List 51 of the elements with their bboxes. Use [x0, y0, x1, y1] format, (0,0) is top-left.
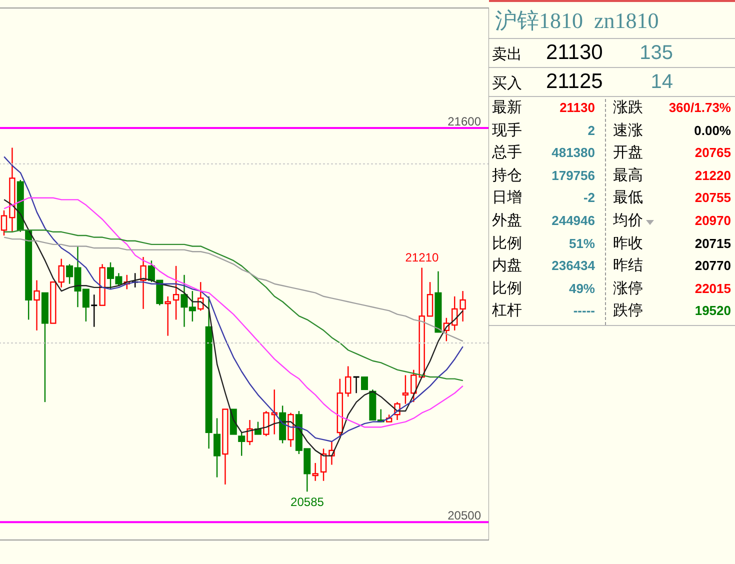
text: 244946	[552, 213, 595, 228]
category-label: 杠杆	[492, 301, 522, 320]
category-label: 开盘	[613, 143, 643, 162]
category-label: 买入	[492, 74, 522, 93]
text: 135	[638, 42, 673, 65]
text: -----	[573, 303, 595, 318]
category-label: 跌停	[613, 301, 643, 320]
category-label: 速涨	[613, 120, 643, 140]
category-label: 均价	[613, 211, 643, 230]
text: 20715	[694, 236, 731, 251]
category-label: 比例	[492, 234, 522, 253]
text: 21130	[560, 100, 595, 115]
text: 沪锌1810 zn1810	[495, 7, 659, 35]
text: 179756	[552, 168, 595, 183]
category-label: 外盘	[492, 211, 522, 230]
category-label: 总手	[492, 143, 522, 162]
annotation: 21210	[405, 250, 439, 265]
category-label: 昨结	[613, 256, 643, 276]
y-tick-label: 20500	[448, 508, 482, 522]
text: 49%	[568, 280, 595, 296]
text: 236434	[552, 258, 595, 274]
category-label: 比例	[492, 278, 522, 298]
category-label: 涨跌	[613, 98, 643, 117]
annotation: 20585	[290, 495, 324, 510]
text: 51%	[568, 236, 595, 251]
category-label: 最新	[492, 98, 522, 117]
text: 481380	[552, 145, 595, 160]
text: 2	[588, 122, 595, 138]
category-label: 卖出	[492, 45, 522, 64]
category-label: 涨停	[613, 278, 643, 298]
category-label: 昨收	[613, 234, 643, 253]
category-label: 内盘	[492, 256, 522, 276]
category-label: 最高	[613, 166, 643, 185]
category-label: 日增	[492, 188, 522, 208]
text: 22015	[694, 280, 731, 296]
text: 19520	[694, 303, 731, 318]
text: 14	[650, 71, 673, 94]
text: 20770	[694, 258, 731, 274]
text: 21220	[694, 168, 731, 183]
y-tick-label: 21600	[448, 114, 482, 128]
text: 21125	[546, 70, 603, 93]
category-label: 最低	[613, 188, 643, 208]
text: 20970	[694, 213, 731, 228]
category-label: 持仓	[492, 166, 522, 185]
text: 21130	[546, 41, 603, 64]
text: 20765	[694, 145, 731, 160]
text: 360/1.73%	[668, 100, 731, 115]
category-label: 现手	[492, 120, 522, 140]
text: 0.00%	[694, 122, 731, 138]
text: 20755	[694, 190, 731, 206]
text: -2	[583, 190, 595, 206]
